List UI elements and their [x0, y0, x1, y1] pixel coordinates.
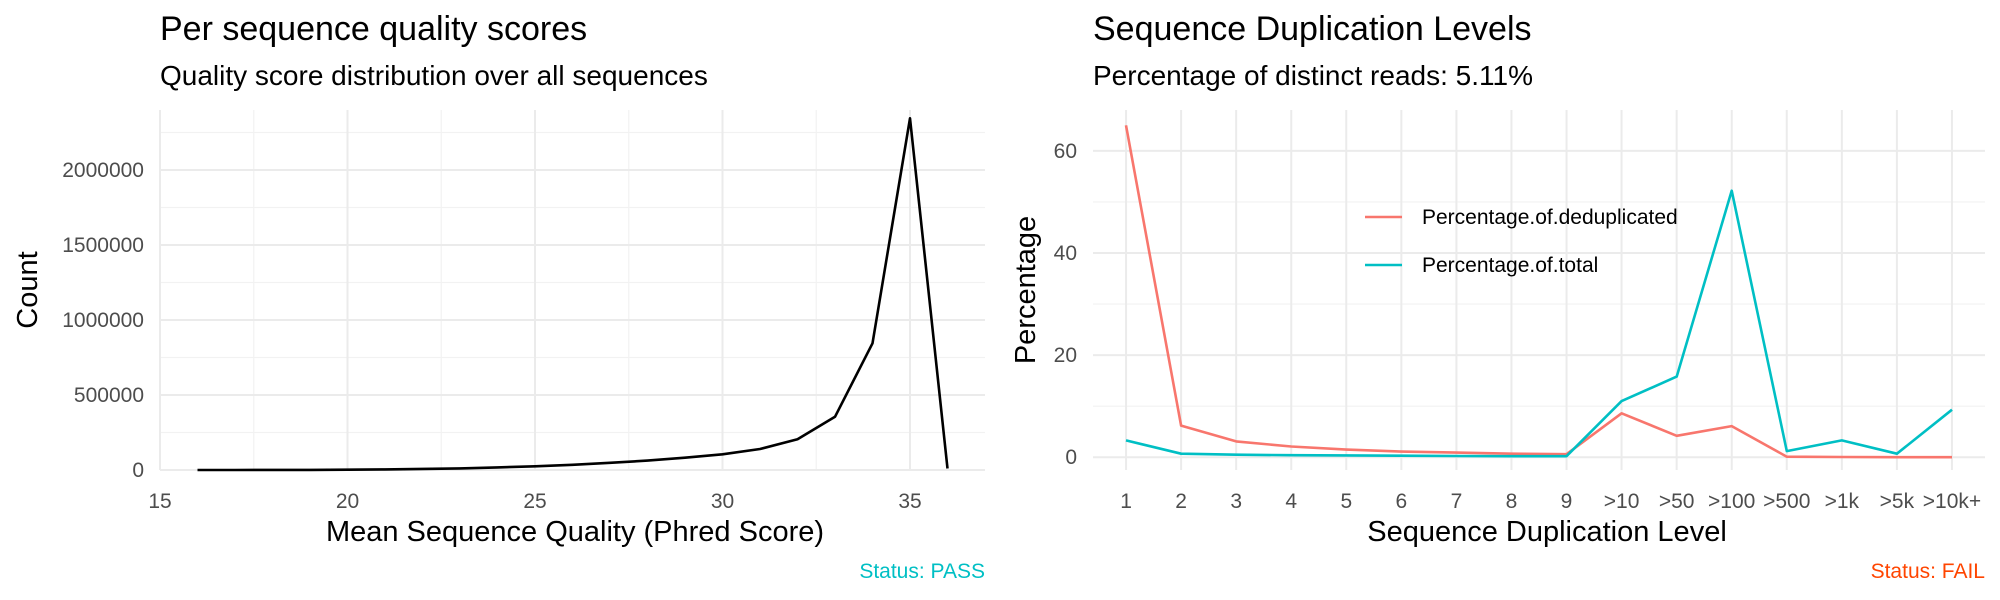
x-tick-label: 4 [1285, 490, 1297, 513]
quality-chart-subtitle: Quality score distribution over all sequ… [160, 60, 708, 91]
duplication-chart-title: Sequence Duplication Levels [1093, 10, 1532, 48]
x-tick-label: 35 [898, 490, 921, 513]
x-tick-label: 30 [711, 490, 734, 513]
x-tick-label: 3 [1230, 490, 1242, 513]
x-tick-label: 15 [148, 490, 171, 513]
x-tick-label: 6 [1396, 490, 1408, 513]
y-tick-label: 0 [1065, 446, 1077, 469]
duplication-y-ticks: 0 20 40 60 [1054, 140, 1077, 469]
series-line-1 [1124, 125, 1952, 459]
quality-series [197, 117, 949, 472]
series-line-2 [1125, 189, 1953, 458]
duplication-status-label: Status: FAIL [1871, 560, 1985, 583]
x-tick-label: >50 [1659, 490, 1695, 513]
duplication-y-axis-title: Percentage [1010, 216, 1042, 364]
quality-gridlines [159, 110, 985, 471]
x-tick-label: 25 [523, 490, 546, 513]
duplication-x-ticks: 1 2 3 4 5 6 7 8 9 >10 >50 >100 >500 >1k >5k >10k+ [1120, 490, 1981, 513]
quality-y-axis-title: Count [12, 251, 44, 328]
x-tick-label: >100 [1708, 490, 1755, 513]
x-tick-label: 7 [1451, 490, 1463, 513]
duplication-legend: Percentage.of.deduplicated Percentage.of.… [1365, 206, 1678, 277]
duplication-x-axis-title: Sequence Duplication Level [1367, 516, 1727, 548]
x-tick-label: >500 [1763, 490, 1810, 513]
quality-status-label: Status: PASS [859, 560, 985, 583]
y-tick-label: 2000000 [62, 159, 144, 182]
y-tick-label: 40 [1054, 242, 1077, 265]
y-tick-label: 500000 [74, 384, 144, 407]
x-tick-label: 1 [1120, 490, 1132, 513]
legend-label: Percentage.of.total [1422, 254, 1598, 277]
y-tick-label: 0 [132, 459, 144, 482]
x-tick-label: 2 [1175, 490, 1187, 513]
y-tick-label: 20 [1054, 344, 1077, 367]
x-tick-label: >10k+ [1923, 490, 1981, 513]
quality-panel: Per sequence quality scores Quality scor… [12, 10, 985, 583]
x-tick-label: 9 [1561, 490, 1573, 513]
quality-x-axis-title: Mean Sequence Quality (Phred Score) [326, 516, 824, 548]
y-tick-label: 1000000 [62, 309, 144, 332]
quality-count-line [197, 117, 949, 472]
quality-x-ticks: 15 20 25 30 35 [148, 490, 921, 513]
legend-label: Percentage.of.deduplicated [1422, 206, 1678, 229]
y-tick-label: 1500000 [62, 234, 144, 257]
x-tick-label: >1k [1825, 490, 1860, 513]
duplication-series [1124, 125, 1953, 459]
duplication-gridlines [1093, 110, 1985, 470]
x-tick-label: 20 [336, 490, 359, 513]
x-tick-label: 8 [1506, 490, 1518, 513]
x-tick-label: >5k [1880, 490, 1915, 513]
duplication-chart-subtitle: Percentage of distinct reads: 5.11% [1093, 60, 1533, 91]
x-tick-label: 5 [1340, 490, 1352, 513]
y-tick-label: 60 [1054, 140, 1077, 163]
quality-chart-title: Per sequence quality scores [160, 10, 587, 48]
x-tick-label: >10 [1604, 490, 1640, 513]
quality-y-ticks: 0 500000 1000000 1500000 2000000 [62, 159, 144, 482]
duplication-panel: Sequence Duplication Levels Percentage o… [1010, 10, 1985, 583]
